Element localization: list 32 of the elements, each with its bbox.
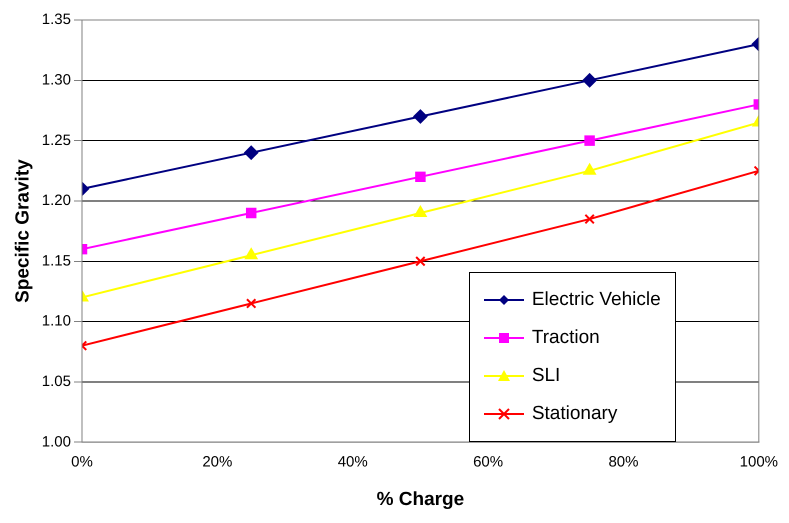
x-axis-title: % Charge bbox=[376, 488, 464, 510]
point bbox=[414, 206, 427, 218]
legend-label: Traction bbox=[532, 327, 600, 350]
point bbox=[584, 214, 595, 224]
y-axis-title: Specific Gravity bbox=[12, 158, 34, 303]
y-tick-label: 1.00 bbox=[42, 433, 71, 450]
point bbox=[584, 135, 595, 146]
legend-label: Stationary bbox=[532, 403, 618, 426]
y-tick-label: 1.35 bbox=[42, 11, 71, 28]
y-tick-label: 1.20 bbox=[42, 192, 71, 210]
x-tick-label: 20% bbox=[202, 453, 232, 470]
point bbox=[246, 208, 256, 218]
y-tick-label: 1.30 bbox=[42, 71, 71, 88]
x-tick-label: 40% bbox=[338, 453, 368, 470]
y-tick-label: 1.15 bbox=[42, 252, 71, 270]
x-tick-label: 60% bbox=[473, 453, 504, 470]
y-tick-label: 1.25 bbox=[42, 132, 71, 149]
point bbox=[415, 256, 426, 266]
y-tick-label: 1.05 bbox=[42, 373, 71, 390]
x-tick-label: 80% bbox=[608, 453, 638, 470]
point bbox=[582, 73, 597, 88]
point bbox=[244, 146, 258, 160]
point bbox=[246, 298, 256, 309]
legend-label: Electric Vehicle bbox=[532, 289, 661, 312]
legend-label: SLI bbox=[532, 365, 560, 388]
y-tick-label: 1.10 bbox=[42, 312, 71, 330]
point bbox=[245, 248, 258, 260]
point bbox=[415, 172, 426, 182]
point bbox=[413, 110, 428, 124]
x-tick-label: 0% bbox=[71, 453, 93, 470]
x-tick-label: 100% bbox=[740, 453, 778, 470]
point bbox=[583, 164, 596, 175]
